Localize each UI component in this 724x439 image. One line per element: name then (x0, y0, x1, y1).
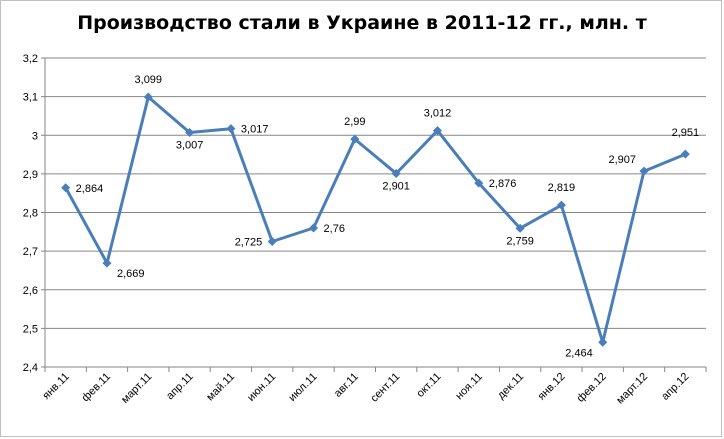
x-tick-label: май.11 (204, 371, 237, 404)
data-point (267, 236, 277, 246)
data-point (350, 134, 360, 144)
data-label: 2,901 (382, 180, 410, 192)
data-label: 2,864 (76, 183, 104, 195)
y-axis: 2,4 2,5 2,6 2,7 2,8 2,9 3 3,1 3,2 (23, 53, 46, 374)
data-label: 2,464 (565, 347, 593, 359)
data-label: 3,099 (135, 74, 163, 86)
series (61, 92, 690, 347)
data-label: 2,819 (548, 182, 576, 194)
x-axis: янв.11 фев.11 март.11 апр.11 май.11 июн.11 июл… (40, 367, 707, 407)
data-point (515, 223, 525, 233)
data-point (556, 200, 566, 210)
data-label: 2,907 (609, 154, 637, 166)
data-point (226, 124, 236, 134)
data-label: 3,007 (176, 140, 204, 152)
y-tick-label: 2,6 (23, 285, 38, 297)
data-point (474, 178, 484, 188)
y-tick-label: 2,7 (23, 246, 38, 258)
x-tick-label: ноя.11 (453, 371, 485, 403)
y-tick-label: 2,8 (23, 208, 38, 220)
data-labels: 2,864 2,669 3,099 3,007 3,017 2,725 2,76 2,99 2,… (76, 74, 699, 359)
data-point (143, 92, 153, 102)
y-tick-label: 3,1 (23, 92, 38, 104)
y-tick-label: 2,5 (23, 323, 38, 335)
series-line (64, 95, 686, 344)
x-tick-label: март.11 (119, 371, 154, 406)
y-tick-label: 2,4 (23, 362, 38, 374)
data-label: 2,951 (672, 127, 700, 139)
x-tick-label: фев.11 (80, 371, 114, 405)
x-tick-label: авг.11 (332, 371, 361, 400)
data-point (680, 149, 690, 159)
x-tick-label: фев.12 (575, 371, 609, 405)
x-tick-label: сент.11 (368, 371, 402, 405)
data-label: 2,876 (489, 178, 517, 190)
data-point (61, 183, 71, 193)
x-tick-label: июл.11 (286, 371, 319, 404)
x-tick-label: окт.11 (414, 371, 443, 400)
data-label: 2,725 (235, 236, 263, 248)
chart-title: Производство стали в Украине в 2011-12 г… (77, 12, 647, 34)
x-tick-label: апр.12 (659, 371, 691, 403)
x-tick-label: дек.11 (495, 371, 526, 402)
data-point (102, 258, 112, 268)
data-point (432, 126, 442, 136)
data-label: 2,759 (506, 235, 534, 247)
y-tick-label: 2,9 (23, 169, 38, 181)
data-label: 2,76 (324, 223, 345, 235)
y-tick-label: 3 (32, 130, 38, 142)
data-point (598, 337, 608, 347)
x-tick-label: апр.11 (164, 371, 196, 403)
data-point (391, 168, 401, 178)
x-tick-label: янв.12 (536, 371, 568, 403)
data-point (639, 166, 649, 176)
data-label: 3,012 (424, 108, 452, 120)
gridlines (45, 57, 706, 368)
data-label: 3,017 (241, 124, 269, 136)
data-point (185, 128, 195, 138)
y-tick-label: 3,2 (23, 53, 38, 65)
data-point (309, 223, 319, 233)
x-tick-label: янв.11 (40, 371, 71, 402)
x-tick-label: июн.11 (245, 371, 278, 404)
data-label: 2,99 (344, 116, 365, 128)
x-tick-label: март.12 (614, 371, 650, 407)
data-label: 2,669 (117, 268, 145, 280)
